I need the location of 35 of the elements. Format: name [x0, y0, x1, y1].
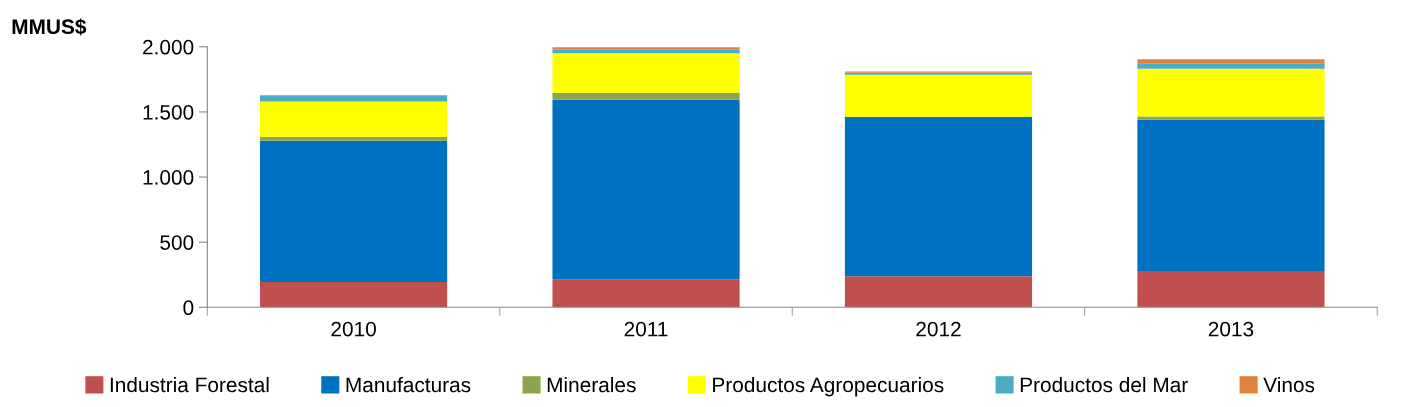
bar: [844, 117, 1033, 277]
bar: [259, 95, 448, 102]
x-tick-label: 2012: [916, 321, 961, 337]
bar: [259, 140, 448, 282]
y-tick-label: 1.500: [143, 104, 194, 120]
legend-label: Productos del Mar: [1020, 376, 1188, 393]
legend-label: Productos Agropecuarios: [713, 376, 944, 397]
x-tick-label: 2011: [624, 321, 668, 337]
bar: [552, 99, 740, 280]
y-tick-label: 1.000: [143, 170, 194, 185]
bar: [552, 49, 740, 54]
x-tick-label: 2013: [1208, 321, 1254, 337]
legend-label: Manufacturas: [346, 376, 471, 393]
bar: [844, 276, 1033, 308]
bar: [1137, 270, 1325, 308]
bar: [552, 53, 740, 93]
bar: [1137, 63, 1325, 69]
bar: [552, 279, 740, 308]
legend-label: Minerales: [547, 376, 636, 393]
bar: [259, 101, 448, 138]
bar: [1137, 119, 1325, 271]
y-tick-label: 0: [183, 300, 194, 316]
bar: [1137, 116, 1325, 120]
bar: [259, 281, 448, 308]
bar: [552, 92, 740, 100]
y-tick-label: 2.000: [143, 39, 194, 55]
y-axis-title: MMUS$: [12, 18, 87, 36]
x-tick-label: 2010: [331, 321, 376, 337]
bar: [1137, 59, 1325, 64]
legend-label: Vinos: [1263, 376, 1315, 393]
bar: [844, 74, 1033, 117]
y-tick-label: 500: [160, 235, 194, 250]
legend-label: Industria Forestal: [110, 376, 269, 393]
bar: [259, 137, 448, 141]
bar: [1137, 68, 1325, 117]
